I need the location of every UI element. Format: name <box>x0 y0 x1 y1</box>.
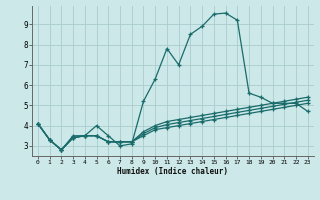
X-axis label: Humidex (Indice chaleur): Humidex (Indice chaleur) <box>117 167 228 176</box>
